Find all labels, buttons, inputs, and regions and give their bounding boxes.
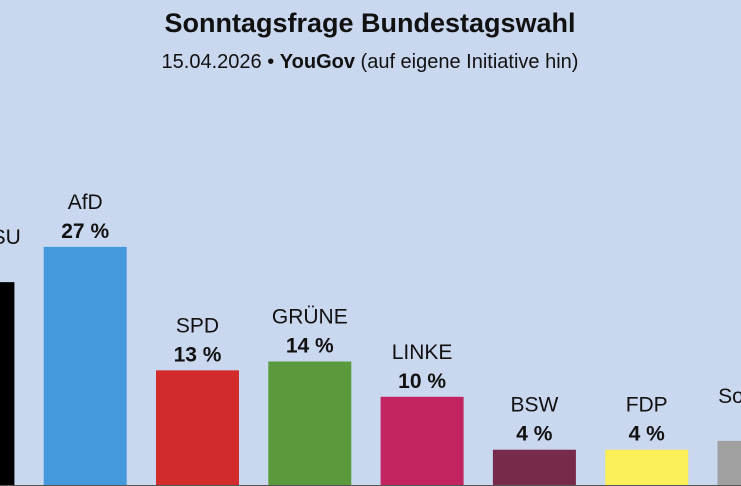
- bar-sonstige: [717, 440, 741, 485]
- bar-label: Sonstige: [718, 385, 741, 408]
- bar-afd: [43, 246, 127, 485]
- poll-institute: YouGov: [280, 51, 356, 73]
- bar-bsw: [492, 449, 576, 485]
- chart-title: Sonntagsfrage Bundestagswahl: [164, 8, 575, 38]
- chart-subtitle: 15.04.2026 • YouGov (auf eigene Initiati…: [162, 51, 579, 73]
- bar-fdp: [605, 449, 689, 485]
- bar-linke: [380, 396, 464, 485]
- poll-date: 15.04.2026: [162, 51, 262, 73]
- bar-spd: [156, 370, 239, 485]
- bar-cducsu: [0, 282, 15, 485]
- bar-grüne: [268, 361, 352, 485]
- bar-label: BSW: [510, 394, 558, 417]
- data-label: 14 %: [286, 335, 334, 358]
- bar-label: LINKE: [392, 341, 453, 364]
- poll-note: (auf eigene Initiative hin): [361, 51, 579, 73]
- data-label: 4 %: [629, 423, 666, 446]
- data-label: 4 %: [516, 423, 553, 446]
- data-label: 13 %: [174, 343, 222, 366]
- bar-label: SPD: [176, 314, 219, 337]
- bar-label: CDU/CSU: [0, 226, 21, 249]
- bar-label: AfD: [68, 191, 103, 214]
- separator: •: [267, 51, 274, 73]
- data-label: 27 %: [61, 220, 109, 243]
- bar-label: GRÜNE: [272, 306, 348, 329]
- bar-label: FDP: [626, 394, 668, 417]
- data-label: 10 %: [398, 370, 446, 393]
